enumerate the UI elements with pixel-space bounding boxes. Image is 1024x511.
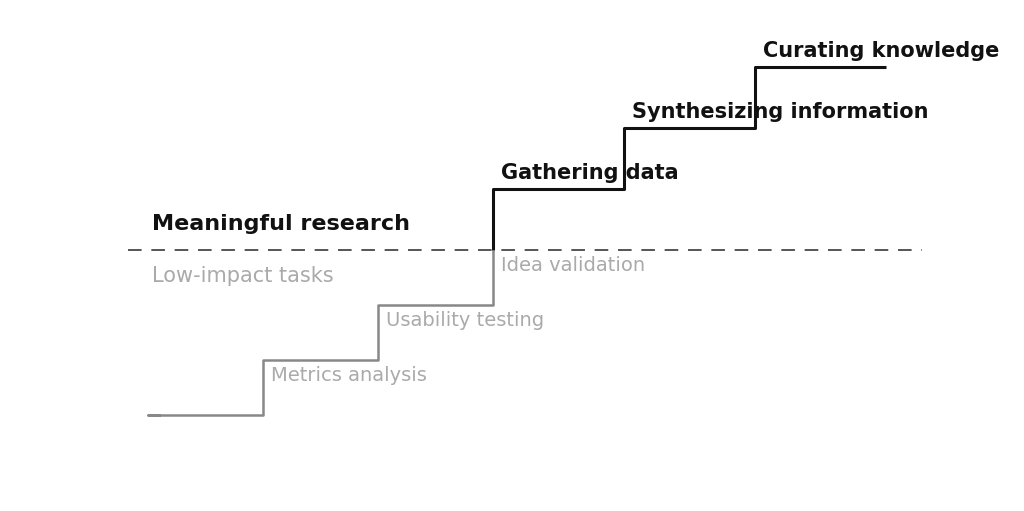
Text: Low-impact tasks: Low-impact tasks <box>152 266 334 286</box>
Text: Meaningful research: Meaningful research <box>152 215 410 235</box>
Text: Curating knowledge: Curating knowledge <box>763 41 999 61</box>
Text: Metrics analysis: Metrics analysis <box>271 366 427 385</box>
Text: Gathering data: Gathering data <box>501 164 679 183</box>
Text: Usability testing: Usability testing <box>386 311 544 330</box>
Text: Synthesizing information: Synthesizing information <box>632 102 929 122</box>
Text: Idea validation: Idea validation <box>501 256 645 275</box>
